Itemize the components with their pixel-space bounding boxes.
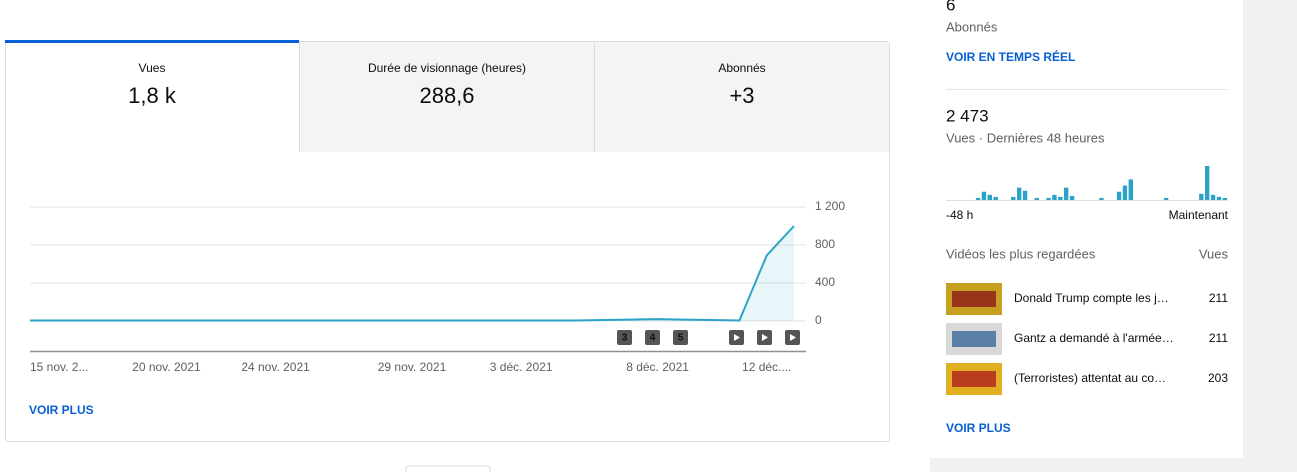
video-views: 211 bbox=[1209, 291, 1228, 305]
video-views: 203 bbox=[1208, 371, 1228, 385]
video-views: 211 bbox=[1209, 331, 1228, 345]
panel-gutter bbox=[930, 458, 1243, 472]
x-tick-label: 15 nov. 2... bbox=[30, 360, 88, 374]
mini-bar bbox=[1222, 197, 1227, 200]
mini-bar bbox=[1210, 194, 1216, 200]
line bbox=[30, 225, 795, 322]
annotation-badge-label[interactable]: 5 bbox=[678, 333, 684, 344]
mini-bar bbox=[1163, 197, 1169, 200]
annotation-badge[interactable] bbox=[673, 330, 688, 345]
annotation-badge-label[interactable]: 3 bbox=[622, 333, 628, 344]
realtime-link[interactable]: VOIR EN TEMPS RÉEL bbox=[946, 49, 1075, 64]
tab-value[interactable]: 288,6 bbox=[419, 83, 474, 108]
mini-bar bbox=[1128, 179, 1133, 200]
x-tick-label: 29 nov. 2021 bbox=[378, 360, 447, 374]
tab-label[interactable]: Abonnés bbox=[718, 61, 765, 75]
mini-bar bbox=[1011, 196, 1016, 200]
y-tick-label: 1 200 bbox=[815, 199, 845, 213]
content: Vues 1,8 k Durée de visionnage (heures) 288… bbox=[29, 0, 1229, 435]
video-title[interactable]: (Terroristes) attentat au co… bbox=[1014, 371, 1166, 385]
video-thumbnail-detail bbox=[952, 331, 996, 347]
tab-value[interactable]: 1,8 k bbox=[128, 83, 177, 108]
mini-bar bbox=[1034, 197, 1039, 200]
top-videos-metric: Vues bbox=[1199, 246, 1229, 261]
mini-bar bbox=[993, 196, 998, 200]
play-icon bbox=[762, 334, 768, 341]
mini-bar bbox=[1022, 190, 1028, 200]
column-gap bbox=[890, 0, 930, 472]
mini-bar bbox=[1017, 187, 1022, 200]
annotation-badge[interactable] bbox=[617, 330, 632, 345]
video-title[interactable]: Donald Trump compte les j… bbox=[1014, 291, 1169, 305]
page-gutter bbox=[1243, 0, 1297, 472]
subscriber-label: Abonnés bbox=[946, 19, 998, 34]
top-videos-title: Vidéos les plus regardées bbox=[946, 246, 1096, 261]
mini-bar bbox=[1199, 193, 1204, 200]
x-tick-label: 3 déc. 2021 bbox=[490, 360, 553, 374]
x-tick-label: 20 nov. 2021 bbox=[132, 360, 201, 374]
mini-bar bbox=[1116, 191, 1122, 200]
y-tick-label: 400 bbox=[815, 275, 835, 289]
annotation-badge-label[interactable]: 4 bbox=[650, 333, 656, 344]
mini-bar bbox=[1046, 197, 1051, 200]
x-tick-label: 8 déc. 2021 bbox=[626, 360, 689, 374]
tab-label[interactable]: Vues bbox=[139, 61, 166, 75]
mini-bar bbox=[981, 191, 987, 200]
mini-end-label: Maintenant bbox=[1169, 208, 1229, 222]
mini-bar bbox=[1216, 196, 1222, 200]
mini-bar bbox=[1069, 195, 1075, 200]
more-link[interactable]: VOIR PLUS bbox=[946, 421, 1011, 435]
subscriber-count: 6 bbox=[946, 0, 955, 14]
mini-bar bbox=[1052, 194, 1057, 200]
more-link[interactable]: VOIR PLUS bbox=[29, 403, 94, 417]
mini-bar bbox=[1122, 185, 1128, 200]
x-tick-label: 24 nov. 2021 bbox=[241, 360, 310, 374]
play-icon bbox=[790, 334, 796, 341]
tab-value[interactable]: +3 bbox=[729, 83, 754, 108]
video-thumbnail-detail bbox=[952, 291, 996, 307]
view-label: Vues · Dernières 48 heures bbox=[946, 130, 1105, 145]
tab-label[interactable]: Durée de visionnage (heures) bbox=[368, 61, 526, 75]
mini-start-label: -48 h bbox=[946, 208, 973, 222]
x-tick-label: 12 déc.... bbox=[742, 360, 791, 374]
video-thumbnail-detail bbox=[952, 371, 996, 387]
annotation-badge[interactable] bbox=[645, 330, 660, 345]
button-edge bbox=[405, 465, 491, 472]
mini-bar bbox=[1205, 166, 1210, 200]
y-tick-label: 0 bbox=[815, 313, 822, 327]
mini-bar bbox=[975, 197, 981, 200]
y-tick-label: 800 bbox=[815, 237, 835, 251]
active-tab-indicator bbox=[5, 40, 299, 43]
mini-bar bbox=[987, 194, 992, 200]
play-icon bbox=[734, 334, 740, 341]
video-title[interactable]: Gantz a demandé à l'armée… bbox=[1014, 331, 1174, 345]
mini-bar bbox=[1058, 196, 1063, 200]
mini-bar bbox=[1099, 197, 1104, 200]
view-count: 2 473 bbox=[946, 106, 989, 125]
mini-bar bbox=[1064, 187, 1069, 200]
